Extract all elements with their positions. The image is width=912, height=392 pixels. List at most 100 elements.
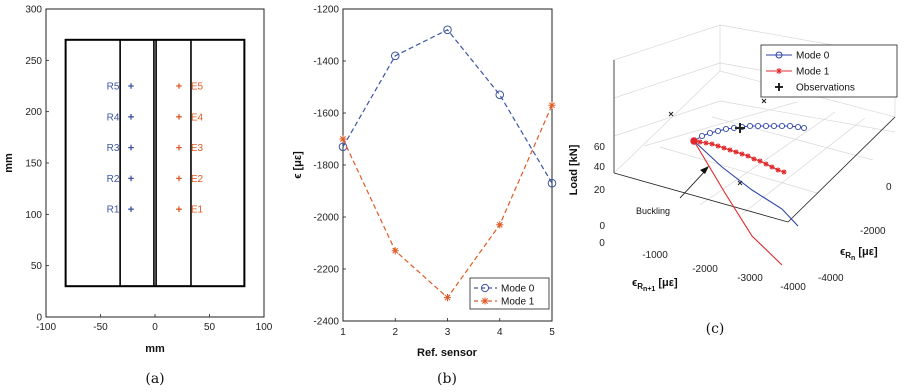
c-ytick-0: 0 [886,182,892,193]
c-mode0-point [698,132,706,140]
c-xtick-0: 0 [599,238,605,249]
b-xtick-label: 5 [549,327,555,338]
b-mode1-point [443,294,452,302]
b-series-0-line [342,29,553,184]
b-xtick-label: 4 [497,327,503,338]
c-xlabel: ϵRn+1 [με] [632,277,678,293]
legend-mode0-marker [480,283,490,293]
panel-a-xlabel: mm [145,343,165,355]
stiffener-1 [155,38,192,287]
sensor-marker-R5 [128,83,134,89]
caption-b: (b) [437,371,457,387]
c-mode1-point [757,158,763,164]
panel-a-ylabel: mm [3,153,15,173]
a-xtick-label: 0 [152,322,158,333]
c-ztick-60: 60 [594,142,606,153]
panel-b-xlabel: Ref. sensor [417,347,478,359]
c-xtick-2000: -2000 [692,264,718,275]
a-xtick-label: -50 [93,322,108,333]
b-mode0-point [547,178,557,188]
c-mode1-point [733,149,739,155]
c-mode1-point [763,161,769,167]
b-xtick-label: 3 [445,327,451,338]
panel-a-elements: R5 R4 R3 R2 R1 E5 E4 E3 E2 E1 [64,38,246,288]
sensor-marker-E5 [176,83,182,89]
c-observations [668,98,767,186]
c-ztick-40: 40 [594,162,606,173]
c-ytick-2000: -2000 [860,226,886,237]
c-mode0-point [754,122,762,130]
sensor-label-R3: R3 [107,143,120,154]
c-legend-mode1-marker [776,68,782,74]
c-mode1-point [769,164,775,170]
sensor-marker-R2 [128,175,134,182]
c-legend-mode0-marker [775,51,783,59]
c-mode0-point [778,122,786,130]
c-mode1-branch [693,140,785,173]
c-legend: Mode 0 Mode 1 Observations [760,44,898,98]
panel-b-series [338,25,557,302]
a-xtick-label: 100 [256,322,273,333]
c-mode1-curve [693,140,783,266]
panel-c: 0 20 40 60 0 -1000 -2000 -3000 -4000 0 -… [568,24,898,337]
c-buckling-label: Buckling [636,206,670,216]
c-mode0-point [714,127,722,135]
b-ytick-label: -2400 [313,317,339,328]
a-ytick-label: 100 [25,210,42,221]
b-mode1-point [391,247,399,255]
b-ytick-label: -2000 [313,213,339,224]
sensor-label-E1: E1 [191,205,204,216]
c-mode1-point [775,167,781,173]
sensor-marker-R3 [128,144,134,151]
caption-a: (a) [145,371,164,387]
c-mode0-point [794,123,802,131]
panel-b-ticks: 1 2 3 4 5 -1200 -1400 -1600 -1800 -2000 -2200 -2400 [313,5,555,339]
a-xtick-label: 50 [204,322,216,333]
stiffener-0 [119,38,155,287]
b-mode1-point [548,101,556,109]
sensor-label-E3: E3 [191,143,204,154]
sensor-label-E4: E4 [191,112,204,123]
sensor-marker-E4 [176,114,182,120]
a-ytick-label: 250 [25,56,42,67]
sensor-label-E2: E2 [191,174,204,185]
a-xtick-label: -100 [36,322,56,333]
panel-b: 1 2 3 4 5 -1200 -1400 -1600 -1800 -2000 -2200 -2400… [292,5,557,387]
b-ytick-label: -1200 [313,5,339,16]
b-xtick-label: 2 [392,327,398,338]
c-zlabel: Load [kN] [568,144,580,195]
a-ytick-label: 300 [25,5,42,16]
c-buckling-arrowhead [700,166,709,174]
c-mode1-point [709,141,715,147]
b-mode1-point [339,135,347,143]
b-mode1-point [496,221,504,229]
sensor-marker-R4 [128,114,134,120]
b-ytick-label: -1400 [313,57,339,68]
b-ytick-label: -1800 [313,161,339,172]
panel-a: R5 R4 R3 R2 R1 E5 E4 E3 E2 E1 -100 -50 0 50 100 0 50 100… [3,5,273,388]
panel-a-plot-frame [45,8,265,318]
sensor-marker-E1 [176,206,182,212]
panel-b-legend: Mode 0 Mode 1 [469,277,550,310]
c-mode0-point [706,129,714,137]
c-obs-2 [761,98,767,104]
c-mode0-curve [693,140,799,227]
caption-c: (c) [706,321,725,337]
legend-mode1-label: Mode 1 [501,297,535,308]
b-xtick-label: 1 [340,327,346,338]
c-mode1-point [721,145,727,151]
panel-a-ticks: -100 -50 0 50 100 0 50 100 150 200 250 300 [25,5,272,334]
c-markers [690,122,808,175]
c-mode0-point [786,122,794,130]
b-mode0-point [495,90,505,100]
panel-b-plot-frame [342,8,553,322]
c-obs-4 [735,123,745,133]
c-legend-obs-marker [775,83,783,91]
c-ytick-4000: -4000 [818,273,844,284]
c-ztick-20: 20 [594,185,606,196]
c-legend-mode1-label: Mode 1 [796,67,830,78]
c-mode1-point [727,147,733,153]
sensor-label-R1: R1 [107,205,120,216]
c-legend-mode0-label: Mode 0 [796,51,830,62]
